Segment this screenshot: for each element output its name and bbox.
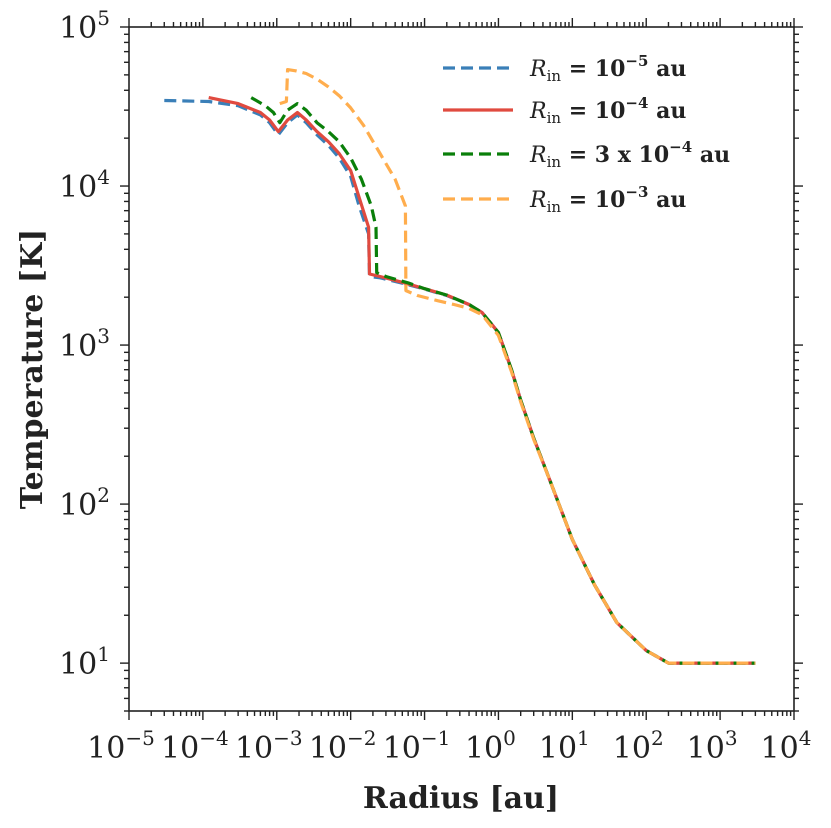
series-line-4	[279, 67, 756, 665]
x-tick-label: 104	[761, 726, 812, 766]
x-tick-label: 10−1	[383, 726, 451, 766]
x-tick-label: 102	[613, 726, 664, 766]
x-tick-label: 100	[465, 726, 516, 766]
x-tick-label: 10−2	[309, 726, 377, 766]
series-layer	[164, 67, 756, 665]
legend-label-1: Rin = 10−5 au	[529, 52, 686, 85]
tick-labels: 10−5 10−4 10−3 10−2 10−1 100 101 102 103 104 101 10…	[59, 6, 811, 766]
y-tick-label: 105	[59, 6, 110, 46]
legend: Rin = 10−5 au Rin = 10−4 au Rin = 3 x 10−4…	[443, 52, 730, 216]
y-tick-label: 101	[59, 642, 110, 682]
x-tick-label: 10−5	[87, 726, 155, 766]
axis-ticks	[120, 18, 803, 720]
legend-label-2: Rin = 10−4 au	[529, 94, 686, 127]
plot-frame	[128, 26, 795, 712]
y-tick-label: 103	[59, 324, 110, 364]
y-axis-label: Temperature [K]	[15, 229, 50, 510]
x-tick-label: 103	[687, 726, 738, 766]
y-tick-label: 102	[59, 483, 110, 523]
y-tick-label: 104	[59, 165, 110, 205]
legend-label-3: Rin = 3 x 10−4 au	[529, 138, 730, 171]
x-tick-label: 10−3	[235, 726, 303, 766]
x-tick-label: 10−4	[161, 726, 229, 766]
x-tick-label: 101	[539, 726, 590, 766]
x-axis-label: Radius [au]	[363, 781, 559, 816]
legend-label-4: Rin = 10−3 au	[529, 183, 686, 216]
